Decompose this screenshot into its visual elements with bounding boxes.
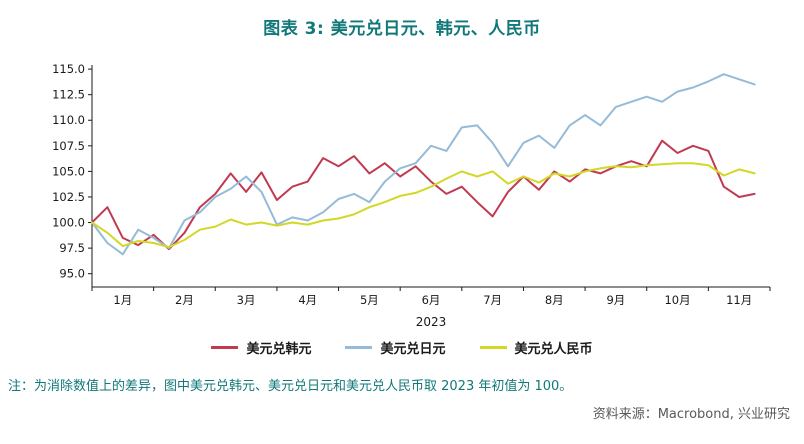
x-tick-label: 10月: [664, 293, 690, 307]
x-tick-label: 5月: [360, 293, 379, 307]
legend-item-usd-cny: 美元兑人民币: [479, 338, 593, 357]
chart-svg: 95.0 97.5 100.0 102.5 105.0 107.5 110.0 112.5 11…: [52, 62, 771, 307]
chart-title: 图表 3: 美元兑日元、韩元、人民币: [263, 19, 541, 39]
y-tick-label: 95.0: [59, 267, 85, 281]
x-tick-label: 2月: [175, 293, 194, 307]
y-tick-label: 105.0: [52, 164, 85, 178]
y-tick-label: 110.0: [52, 113, 85, 127]
series-line-usd_cny: [91, 162, 756, 249]
data-source: 资料来源：Macrobond, 兴业研究: [592, 407, 790, 422]
x-tick-label: 4月: [298, 293, 317, 307]
y-tick-label: 97.5: [59, 241, 85, 255]
chart-area: 95.0 97.5 100.0 102.5 105.0 107.5 110.0 112.5 11…: [30, 59, 774, 315]
chart-figure: 图表 3: 美元兑日元、韩元、人民币 95.0 97.5 100.0 102.5 105…: [0, 14, 804, 422]
x-tick-label: 9月: [606, 293, 625, 307]
y-tick-label: 102.5: [52, 190, 85, 204]
legend-item-usd-jpy: 美元兑日元: [345, 338, 446, 357]
x-tick-label: 8月: [545, 293, 564, 307]
x-tick-label: 6月: [422, 293, 441, 307]
y-tick-label: 100.0: [52, 216, 85, 230]
x-tick-label: 7月: [483, 293, 502, 307]
below-axis-block: 2023: [30, 315, 774, 329]
legend-line-swatch-usd-krw: [211, 346, 239, 349]
series-line-usd_krw: [91, 139, 756, 251]
legend-label-usd-krw: 美元兑韩元: [246, 342, 312, 357]
series-line-usd_jpy: [91, 73, 756, 256]
x-tick-label: 11月: [726, 293, 752, 307]
x-tick-label: 3月: [237, 293, 256, 307]
x-tick-label: 1月: [113, 293, 132, 307]
legend-line-swatch-usd-jpy: [345, 346, 373, 349]
legend-item-usd-krw: 美元兑韩元: [211, 338, 311, 357]
chart-legend: 美元兑韩元 美元兑日元 美元兑人民币: [0, 338, 804, 357]
y-tick-label: 112.5: [52, 88, 85, 102]
y-tick-label: 115.0: [52, 62, 85, 76]
y-tick-label: 107.5: [52, 139, 85, 153]
legend-label-usd-jpy: 美元兑日元: [380, 342, 446, 357]
legend-label-usd-cny: 美元兑人民币: [514, 342, 593, 357]
footnote: 注：为消除数值上的差异，图中美元兑韩元、美元兑日元和美元兑人民币取 2023 年…: [8, 379, 573, 394]
x-axis-title: 2023: [415, 315, 447, 329]
legend-line-swatch-usd-cny: [479, 346, 507, 349]
